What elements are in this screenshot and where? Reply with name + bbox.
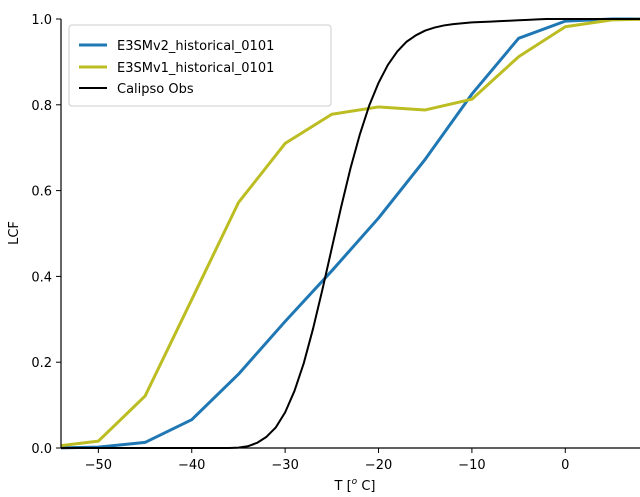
x-axis-label-prefix: T [ — [334, 479, 352, 494]
y-tick-label: 0.6 — [31, 185, 52, 200]
legend-label-calipso: Calipso Obs — [117, 82, 194, 97]
x-tick-label: 0 — [561, 458, 569, 473]
x-tick-label: −50 — [85, 458, 112, 473]
y-tick-label: 0.8 — [31, 99, 52, 114]
y-tick-label: 0.0 — [31, 442, 52, 457]
x-axis-label-suffix: C] — [357, 479, 375, 494]
x-axis-label-superscript: o — [352, 477, 358, 487]
legend-frame — [68, 24, 332, 107]
axes — [60, 19, 640, 449]
ticks: −50 −40 −30 −20 −10 0 0.0 0.2 0.4 0.6 0.8 1.0 — [31, 13, 569, 473]
y-axis-label: LCF — [7, 221, 22, 245]
x-tick-label: −20 — [365, 458, 392, 473]
y-tick-label: 1.0 — [31, 13, 52, 28]
series-lines — [61, 17, 640, 450]
y-tick-label: 0.4 — [31, 270, 52, 285]
x-axis-label: T [o C] — [334, 477, 376, 494]
legend-label-e3smv1: E3SMv1_historical_0101 — [117, 61, 274, 76]
legend-label-e3smv2: E3SMv2_historical_0101 — [117, 39, 274, 54]
x-tick-label: −10 — [458, 458, 485, 473]
legend: E3SMv2_historical_0101 E3SMv1_historical… — [68, 24, 332, 107]
series-line-calipso-obs — [61, 18, 640, 449]
series-line-e3smv1-historical-0101 — [61, 17, 640, 448]
y-tick-label: 0.2 — [31, 356, 52, 371]
x-tick-label: −40 — [178, 458, 205, 473]
series-line-e3smv2-historical-0101 — [61, 17, 640, 450]
x-tick-label: −30 — [271, 458, 298, 473]
